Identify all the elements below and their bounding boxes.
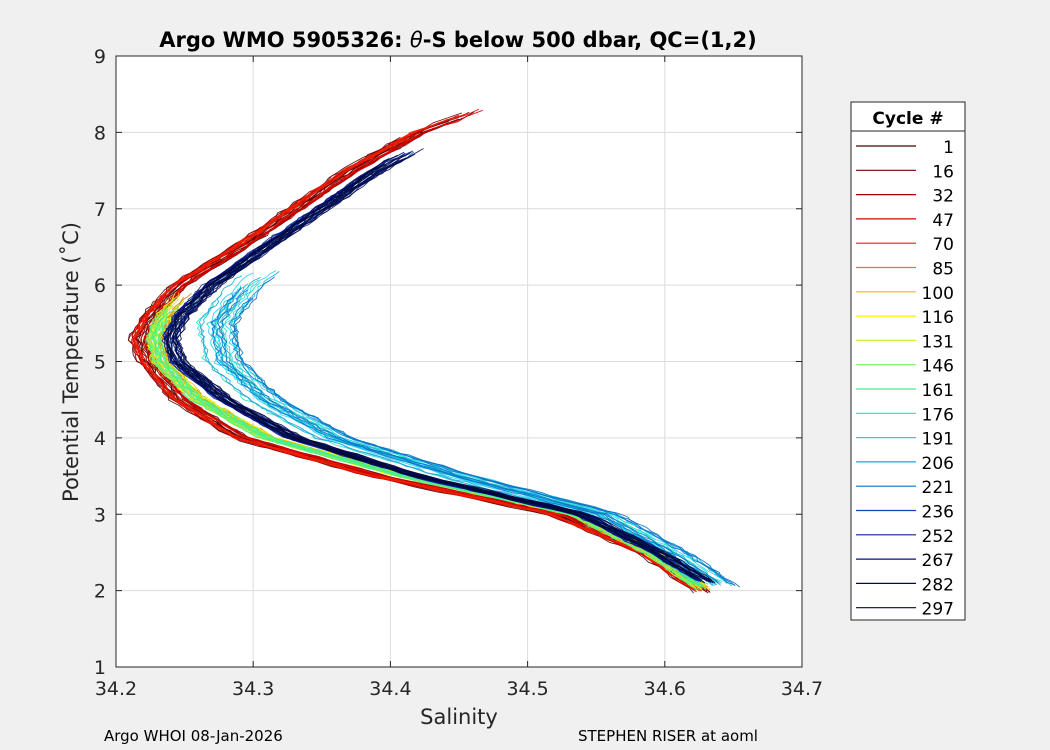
legend-box bbox=[850, 101, 966, 621]
y-tick-label: 7 bbox=[94, 199, 106, 221]
legend-label: 16 bbox=[932, 162, 954, 182]
x-tick-label: 34.7 bbox=[781, 678, 823, 700]
chart-title: Argo WMO 5905326: θ-S below 500 dbar, QC… bbox=[159, 28, 756, 52]
series-line-cycle-161 bbox=[145, 313, 698, 591]
y-tick-label: 2 bbox=[94, 581, 106, 603]
legend-label: 47 bbox=[932, 211, 954, 231]
legend-label: 131 bbox=[922, 332, 954, 352]
y-tick-label: 6 bbox=[94, 275, 106, 297]
y-tick-label: 4 bbox=[94, 428, 106, 450]
y-tick-label: 9 bbox=[94, 46, 106, 68]
series-line-cycle-221 bbox=[232, 297, 741, 588]
legend-label: 267 bbox=[922, 551, 954, 571]
series-line-cycle-297 bbox=[176, 153, 713, 581]
legend-label: 146 bbox=[922, 357, 954, 377]
x-tick-label: 34.2 bbox=[95, 678, 137, 700]
y-tick-label: 5 bbox=[94, 352, 106, 374]
y-tick-label: 1 bbox=[94, 657, 106, 679]
x-tick-label: 34.3 bbox=[232, 678, 274, 700]
legend-label: 221 bbox=[922, 478, 954, 498]
legend-label: 236 bbox=[922, 503, 954, 523]
legend: Cycle # 11632477085100116131146161176191… bbox=[850, 101, 966, 621]
series-line-cycle-70 bbox=[139, 133, 698, 588]
y-tick-label: 8 bbox=[94, 122, 106, 144]
legend-label: 1 bbox=[943, 138, 954, 158]
x-tick-label: 34.5 bbox=[506, 678, 548, 700]
x-axis-label: Salinity bbox=[420, 705, 498, 729]
series-line-cycle-297 bbox=[171, 150, 711, 583]
series-line-cycle-221 bbox=[215, 287, 717, 586]
footer-left: Argo WHOI 08-Jan-2026 bbox=[104, 727, 283, 745]
y-axis-label: Potential Temperature (˚C) bbox=[59, 222, 83, 502]
series-group bbox=[127, 108, 741, 594]
y-tick-label: 3 bbox=[94, 504, 106, 526]
footer-right: STEPHEN RISER at aoml bbox=[578, 727, 758, 745]
legend-label: 297 bbox=[922, 600, 954, 620]
axis-ticks: 34.2 34.3 34.4 34.5 34.6 34.7 1 2 3 4 5 6 7 8 9 bbox=[94, 46, 823, 700]
legend-label: 70 bbox=[932, 235, 954, 255]
legend-label: 191 bbox=[922, 430, 954, 450]
series-line-cycle-297 bbox=[166, 169, 694, 578]
legend-label: 176 bbox=[922, 405, 954, 425]
legend-label: 116 bbox=[922, 308, 954, 328]
legend-label: 206 bbox=[922, 454, 954, 474]
legend-label: 282 bbox=[922, 575, 954, 595]
series-line-cycle-221 bbox=[219, 289, 719, 583]
legend-title: Cycle # bbox=[872, 109, 943, 129]
x-tick-label: 34.6 bbox=[644, 678, 686, 700]
series-line-cycle-70 bbox=[131, 117, 697, 591]
series-line-cycle-70 bbox=[133, 138, 701, 592]
x-tick-label: 34.4 bbox=[369, 678, 411, 700]
series-line-cycle-146 bbox=[148, 308, 695, 587]
legend-label: 252 bbox=[922, 527, 954, 547]
series-line-cycle-191 bbox=[225, 270, 728, 584]
series-line-cycle-221 bbox=[210, 292, 712, 583]
legend-label: 32 bbox=[932, 187, 954, 207]
legend-label: 161 bbox=[922, 381, 954, 401]
legend-label: 85 bbox=[932, 260, 954, 280]
legend-label: 100 bbox=[922, 284, 954, 304]
